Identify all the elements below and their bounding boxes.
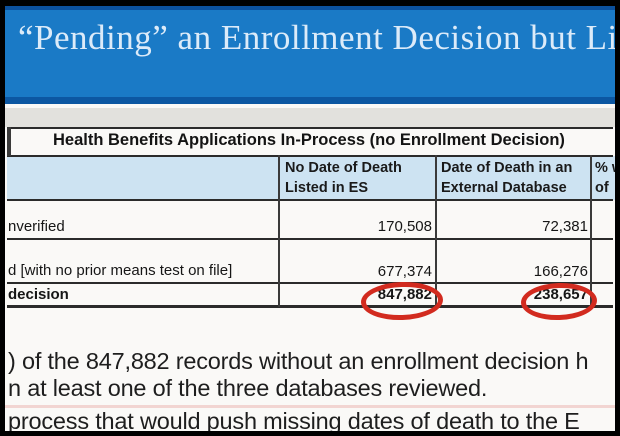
column-header-line: External Database xyxy=(441,180,567,196)
table-line-under-row1 xyxy=(7,238,613,240)
column-header-line: Date of Death in an xyxy=(441,160,573,176)
table-title: Health Benefits Applications In-Process … xyxy=(53,131,565,149)
table-row-label-decision-total: decision xyxy=(8,286,69,303)
table-cell-value: 72,381 xyxy=(542,218,588,235)
table-header-background xyxy=(7,156,615,200)
scan-artifact-line xyxy=(5,405,615,408)
banner-top-edge xyxy=(5,6,615,10)
slide-title: “Pending” an Enrollment Decision but Li xyxy=(18,18,615,57)
table-cell-value-circled: 847,882 xyxy=(377,286,432,303)
table-column-border-1 xyxy=(278,155,280,307)
table-column-border-3 xyxy=(590,155,592,307)
column-header-date-of-death-external: Date of Death in an External Database xyxy=(441,158,572,198)
table-top-border xyxy=(7,127,613,129)
table-line-under-row2 xyxy=(7,282,613,284)
table-left-border-fragment xyxy=(7,127,11,156)
body-text-line-1: ) of the 847,882 records without an enro… xyxy=(8,348,589,374)
table-row-label-unverified: nverified xyxy=(8,218,65,235)
column-header-percent-clipped: % w of xyxy=(595,158,615,198)
page-content: “Pending” an Enrollment Decision but Li … xyxy=(5,6,615,431)
slide-title-banner: “Pending” an Enrollment Decision but Li xyxy=(5,6,615,97)
column-header-line: No Date of Death xyxy=(285,160,402,176)
table-cell-value: 677,374 xyxy=(377,263,432,280)
column-header-line: Listed in ES xyxy=(285,180,368,196)
scan-gray-band xyxy=(5,108,615,127)
table-cell-value: 166,276 xyxy=(533,263,588,280)
column-header-no-date-of-death: No Date of Death Listed in ES xyxy=(285,158,402,198)
table-cell-value-circled: 238,657 xyxy=(533,286,588,303)
table-column-border-2 xyxy=(435,155,437,307)
table-row-label-no-prior-means-test: d [with no prior means test on file] xyxy=(8,262,233,279)
column-header-line: % w xyxy=(595,160,615,176)
body-text-line-2: n at least one of the three databases re… xyxy=(8,375,488,401)
table-line-under-header xyxy=(7,199,613,201)
banner-bottom-edge xyxy=(5,97,615,104)
table-bottom-border xyxy=(7,305,613,308)
body-text-line-3: process that would push missing dates of… xyxy=(8,408,580,431)
column-header-line: of xyxy=(595,180,609,196)
table-line-under-title xyxy=(7,155,613,157)
table-cell-value: 170,508 xyxy=(377,218,432,235)
